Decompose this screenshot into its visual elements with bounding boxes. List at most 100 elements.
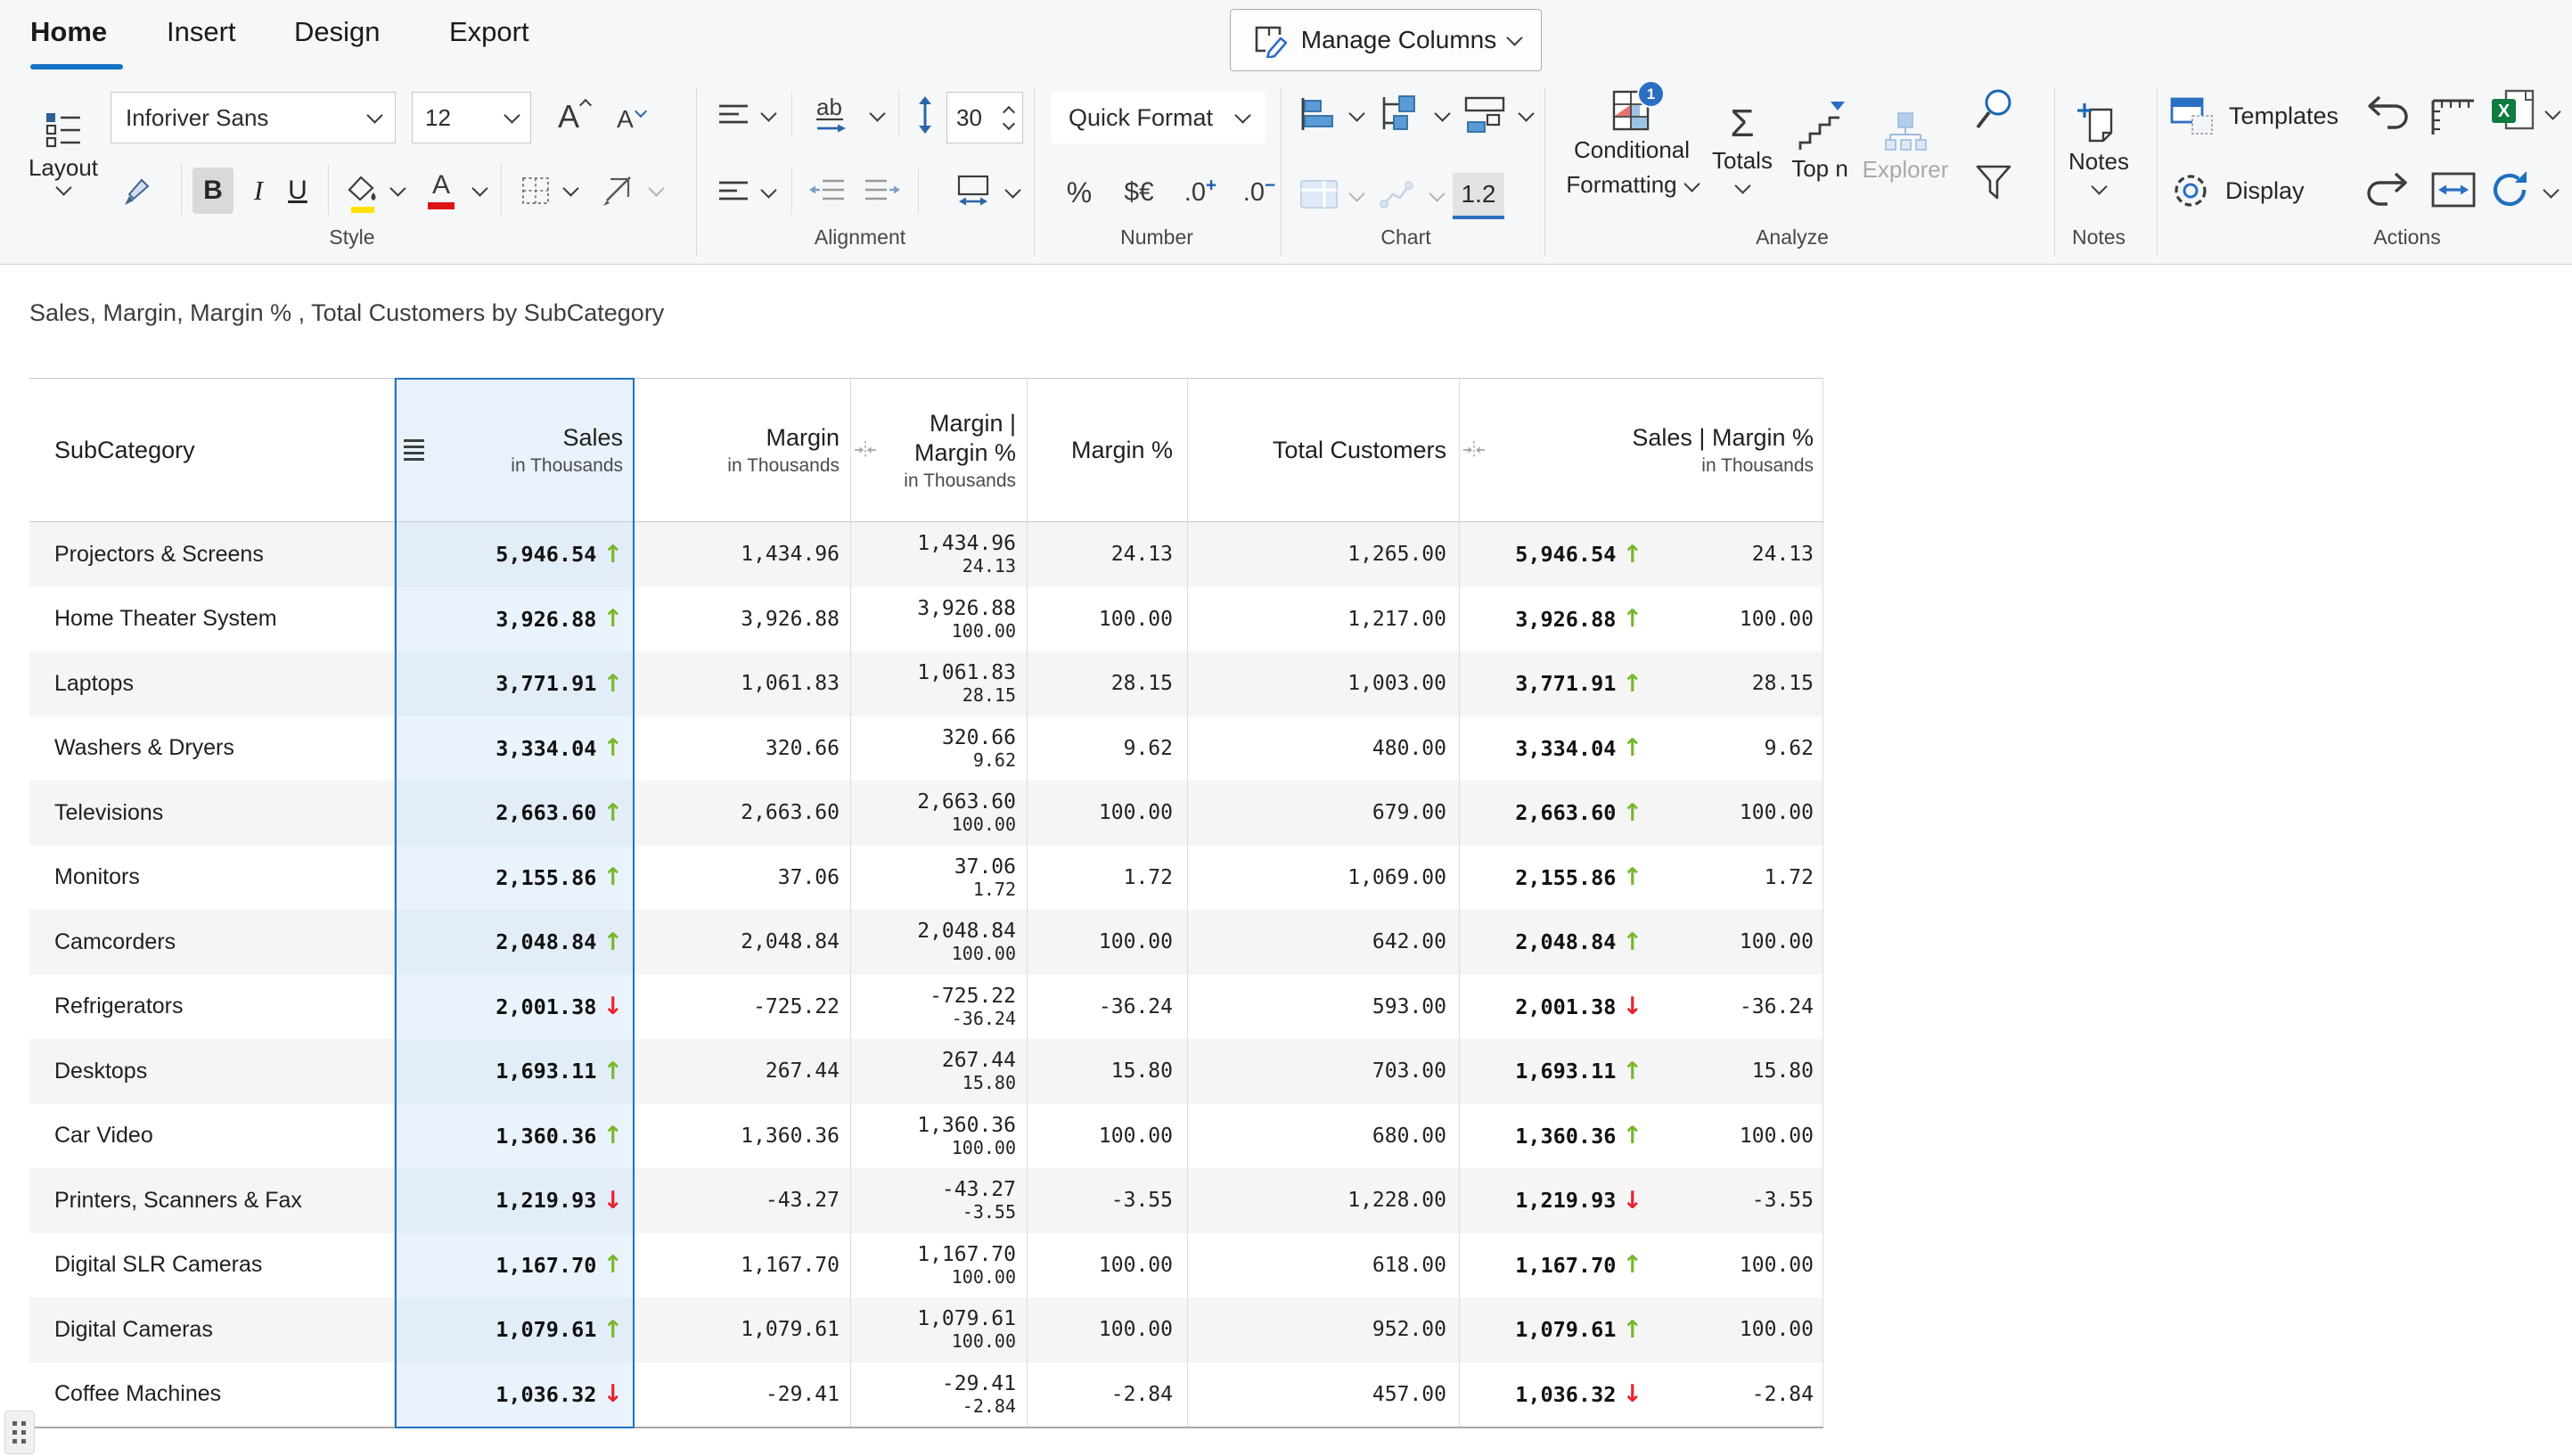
increase-decimal-button[interactable]: .0+ bbox=[1184, 174, 1217, 207]
sales-cell[interactable]: 3,771.91 ↑ bbox=[395, 651, 635, 716]
subcategory-cell[interactable]: Printers, Scanners & Fax bbox=[29, 1168, 395, 1233]
margin-marginpct-cell[interactable]: 1,167.70 100.00 bbox=[851, 1232, 1028, 1297]
sales-marginpct-cell[interactable]: 1,219.93 ↓ -3.55 bbox=[1460, 1168, 1823, 1233]
sales-cell[interactable]: 1,219.93 ↓ bbox=[395, 1168, 635, 1233]
total-customers-cell[interactable]: 680.00 bbox=[1188, 1103, 1460, 1168]
margin-marginpct-cell[interactable]: -725.22 -36.24 bbox=[851, 974, 1028, 1039]
templates-button[interactable]: Templates bbox=[2170, 89, 2354, 143]
header-margin-marginpct[interactable]: Margin | Margin % in Thousands bbox=[851, 379, 1028, 521]
layout-chart-button[interactable] bbox=[1458, 87, 1511, 141]
margin-cell[interactable]: 1,434.96 bbox=[635, 522, 851, 587]
margin-marginpct-cell[interactable]: 37.06 1.72 bbox=[851, 845, 1028, 910]
margin-marginpct-cell[interactable]: 1,360.36 100.00 bbox=[851, 1103, 1028, 1168]
bold-button[interactable]: B bbox=[192, 168, 233, 214]
subcategory-cell[interactable]: Car Video bbox=[29, 1103, 395, 1168]
margin-cell[interactable]: 3,926.88 bbox=[635, 586, 851, 651]
increase-indent-button[interactable] bbox=[859, 168, 905, 214]
fit-width-button[interactable] bbox=[948, 166, 998, 216]
header-marginpct[interactable]: Margin % bbox=[1028, 379, 1188, 521]
sales-marginpct-cell[interactable]: 1,360.36 ↑ 100.00 bbox=[1460, 1103, 1823, 1168]
sales-marginpct-cell[interactable]: 1,693.11 ↑ 15.80 bbox=[1460, 1039, 1823, 1104]
total-customers-cell[interactable]: 679.00 bbox=[1188, 781, 1460, 846]
sales-marginpct-cell[interactable]: 2,155.86 ↑ 1.72 bbox=[1460, 845, 1823, 910]
margin-cell[interactable]: -29.41 bbox=[635, 1362, 851, 1427]
marginpct-cell[interactable]: 28.15 bbox=[1028, 651, 1188, 716]
sales-marginpct-cell[interactable]: 3,771.91 ↑ 28.15 bbox=[1460, 651, 1823, 716]
manage-columns-button[interactable]: Manage Columns bbox=[1230, 9, 1542, 71]
sales-cell[interactable]: 2,001.38 ↓ bbox=[395, 974, 635, 1039]
top-n-button[interactable]: Top n bbox=[1782, 80, 1857, 214]
subcategory-cell[interactable]: Laptops bbox=[29, 651, 395, 716]
total-customers-cell[interactable]: 642.00 bbox=[1188, 910, 1460, 975]
total-customers-cell[interactable]: 1,265.00 bbox=[1188, 522, 1460, 587]
sales-marginpct-cell[interactable]: 3,926.88 ↑ 100.00 bbox=[1460, 586, 1823, 651]
margin-cell[interactable]: 267.44 bbox=[635, 1039, 851, 1104]
borders-dropdown[interactable] bbox=[560, 176, 581, 205]
underline-button[interactable]: U bbox=[288, 176, 307, 205]
undo-button[interactable] bbox=[2360, 91, 2412, 139]
margin-marginpct-cell[interactable]: 1,079.61 100.00 bbox=[851, 1297, 1028, 1362]
display-button[interactable]: Display bbox=[2170, 164, 2322, 217]
marginpct-cell[interactable]: 1.72 bbox=[1028, 845, 1188, 910]
row-height-stepper[interactable]: 30 bbox=[946, 92, 1023, 143]
header-margin[interactable]: Margin in Thousands bbox=[635, 379, 851, 521]
sales-cell[interactable]: 3,926.88 ↑ bbox=[395, 586, 635, 651]
margin-marginpct-cell[interactable]: 2,048.84 100.00 bbox=[851, 910, 1028, 975]
sales-cell[interactable]: 2,663.60 ↑ bbox=[395, 781, 635, 846]
font-color-dropdown[interactable] bbox=[469, 176, 490, 205]
marginpct-cell[interactable]: -36.24 bbox=[1028, 974, 1188, 1039]
sales-cell[interactable]: 2,048.84 ↑ bbox=[395, 910, 635, 975]
increase-font-size-button[interactable]: A bbox=[549, 89, 599, 144]
header-total-customers[interactable]: Total Customers bbox=[1188, 379, 1460, 521]
total-customers-cell[interactable]: 703.00 bbox=[1188, 1039, 1460, 1104]
marginpct-cell[interactable]: -3.55 bbox=[1028, 1168, 1188, 1233]
notes-button[interactable]: Notes bbox=[2066, 80, 2132, 214]
margin-cell[interactable]: 2,663.60 bbox=[635, 781, 851, 846]
sales-marginpct-cell[interactable]: 2,001.38 ↓ -36.24 bbox=[1460, 974, 1823, 1039]
collapse-columns-icon[interactable] bbox=[854, 438, 877, 462]
margin-cell[interactable]: 320.66 bbox=[635, 716, 851, 781]
header-sales-selected[interactable]: Sales in Thousands bbox=[395, 379, 635, 521]
totals-button[interactable]: Σ Totals bbox=[1709, 80, 1775, 214]
marginpct-cell[interactable]: 100.00 bbox=[1028, 1297, 1188, 1362]
margin-marginpct-cell[interactable]: 1,061.83 28.15 bbox=[851, 651, 1028, 716]
margin-marginpct-cell[interactable]: 3,926.88 100.00 bbox=[851, 586, 1028, 651]
quick-format-select[interactable]: Quick Format bbox=[1052, 92, 1266, 143]
sales-marginpct-cell[interactable]: 2,048.84 ↑ 100.00 bbox=[1460, 910, 1823, 975]
fill-color-dropdown[interactable] bbox=[387, 176, 408, 205]
margin-marginpct-cell[interactable]: 1,434.96 24.13 bbox=[851, 522, 1028, 587]
font-family-select[interactable]: Inforiver Sans bbox=[111, 92, 396, 143]
font-color-button[interactable]: A bbox=[419, 164, 463, 216]
margin-cell[interactable]: -43.27 bbox=[635, 1168, 851, 1233]
subcategory-cell[interactable]: Camcorders bbox=[29, 910, 395, 975]
vertical-align-button[interactable] bbox=[711, 91, 756, 139]
tab-design[interactable]: Design bbox=[294, 16, 381, 47]
subcategory-cell[interactable]: Digital SLR Cameras bbox=[29, 1232, 395, 1297]
decrease-font-size-button[interactable]: A bbox=[606, 94, 656, 144]
export-excel-dropdown[interactable] bbox=[2542, 100, 2563, 128]
margin-marginpct-cell[interactable]: 267.44 15.80 bbox=[851, 1039, 1028, 1104]
marginpct-cell[interactable]: 100.00 bbox=[1028, 910, 1188, 975]
marginpct-cell[interactable]: 100.00 bbox=[1028, 586, 1188, 651]
sales-cell[interactable]: 1,036.32 ↓ bbox=[395, 1362, 635, 1427]
sales-cell[interactable]: 3,334.04 ↑ bbox=[395, 716, 635, 781]
sales-cell[interactable]: 1,360.36 ↑ bbox=[395, 1103, 635, 1168]
margin-marginpct-cell[interactable]: -29.41 -2.84 bbox=[851, 1362, 1028, 1427]
header-subcategory[interactable]: SubCategory bbox=[29, 379, 395, 521]
total-customers-cell[interactable]: 1,003.00 bbox=[1188, 651, 1460, 716]
fit-width-dropdown[interactable] bbox=[1002, 178, 1023, 207]
margin-cell[interactable]: 2,048.84 bbox=[635, 910, 851, 975]
sales-marginpct-cell[interactable]: 2,663.60 ↑ 100.00 bbox=[1460, 781, 1823, 846]
marginpct-cell[interactable]: -2.84 bbox=[1028, 1362, 1188, 1427]
layout-chart-dropdown[interactable] bbox=[1515, 102, 1536, 130]
marginpct-cell[interactable]: 9.62 bbox=[1028, 716, 1188, 781]
drag-handle[interactable] bbox=[4, 1411, 35, 1454]
decimal-display-toggle[interactable]: 1.2 bbox=[1453, 173, 1504, 219]
margin-cell[interactable]: 1,061.83 bbox=[635, 651, 851, 716]
stepper-down-icon[interactable] bbox=[1002, 117, 1016, 130]
stepper-up-icon[interactable] bbox=[1002, 105, 1016, 119]
subcategory-cell[interactable]: Coffee Machines bbox=[29, 1362, 395, 1427]
decrease-indent-button[interactable] bbox=[804, 168, 850, 214]
marginpct-cell[interactable]: 100.00 bbox=[1028, 1103, 1188, 1168]
resize-ruler-button[interactable] bbox=[2428, 89, 2479, 139]
